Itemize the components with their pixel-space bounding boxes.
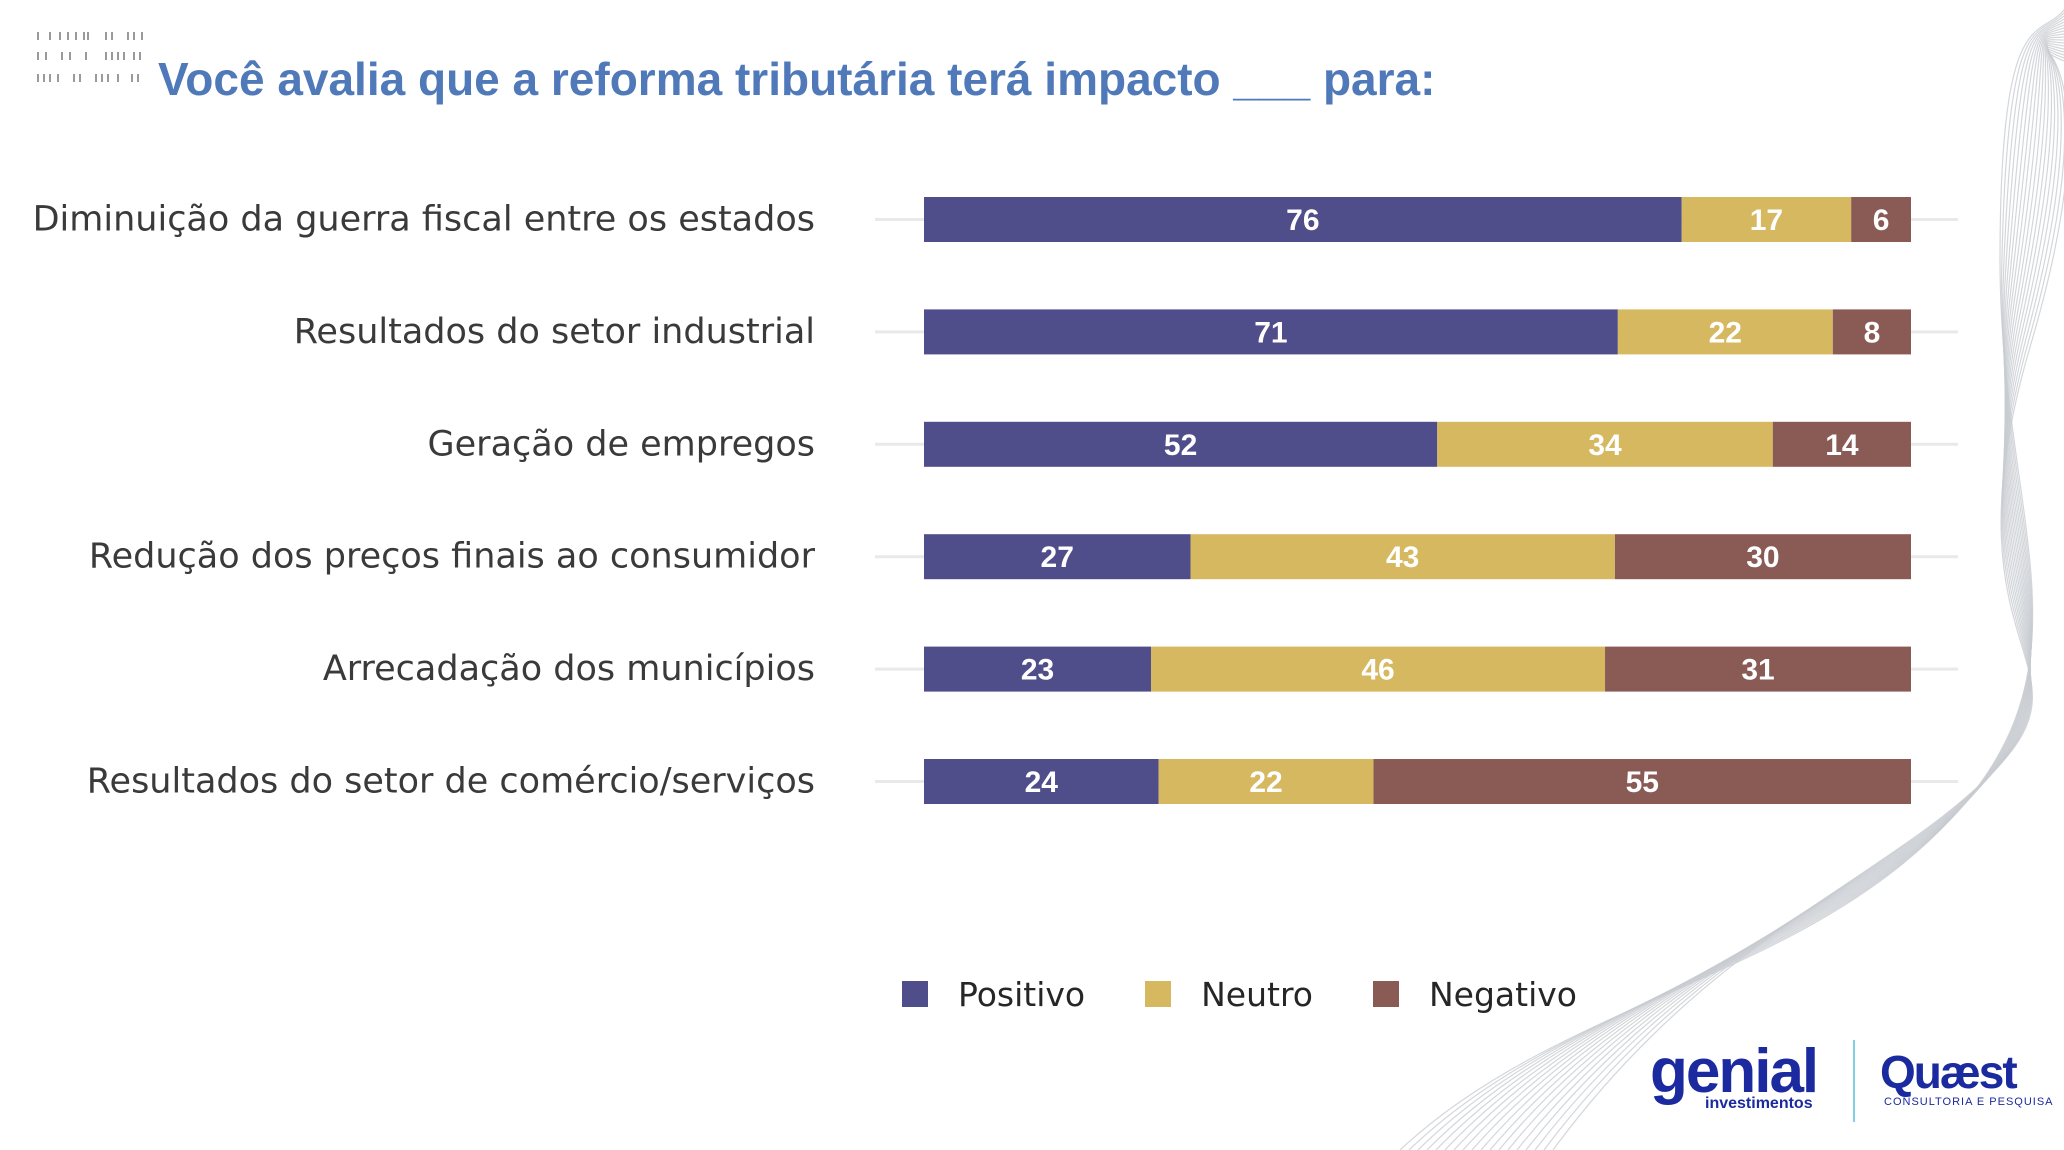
category-label: Resultados do setor de comércio/serviços	[87, 762, 815, 802]
data-label-negativo: 55	[1626, 766, 1659, 799]
genial-logo: genial investimentos	[1650, 1037, 1825, 1117]
decorative-dots	[37, 32, 143, 82]
legend-swatch	[1145, 981, 1172, 1007]
chart-legend: Positivo Neutro Negativo	[902, 972, 1637, 1016]
category-label: Diminuição da guerra fiscal entre os est…	[33, 200, 815, 240]
bar-segment-positivo	[924, 421, 1438, 467]
data-label-neutro: 17	[1750, 204, 1783, 237]
bar-segment-neutro	[1151, 646, 1606, 692]
bar-segment-negativo	[1605, 646, 1911, 692]
bar-segment-neutro	[1190, 534, 1615, 580]
data-label-positivo: 27	[1041, 541, 1074, 574]
data-label-neutro: 46	[1361, 654, 1394, 687]
bar-segment-negativo	[1373, 759, 1911, 804]
genial-logo-subtitle: investimentos	[1705, 1095, 1813, 1112]
data-label-positivo: 23	[1021, 654, 1054, 687]
data-label-negativo: 8	[1864, 316, 1881, 349]
data-label-positivo: 71	[1254, 316, 1287, 349]
bar-segment-neutro	[1158, 759, 1374, 804]
bar-segment-negativo	[1832, 309, 1911, 355]
legend-item-neutro: Neutro	[1145, 975, 1313, 1014]
bar-segment-positivo	[924, 759, 1159, 804]
legend-item-positivo: Positivo	[902, 975, 1085, 1014]
chart-title: Você avalia que a reforma tributária ter…	[158, 53, 1436, 105]
bar-segment-negativo	[1614, 534, 1911, 580]
legend-label: Negativo	[1428, 974, 1577, 1014]
category-label: Geração de empregos	[428, 424, 815, 464]
legend-swatch	[1372, 981, 1399, 1007]
data-label-neutro: 34	[1588, 429, 1622, 462]
data-label-neutro: 22	[1709, 316, 1742, 349]
legend-label: Positivo	[958, 974, 1086, 1014]
bar-segment-negativo	[1851, 197, 1911, 242]
bar-segment-positivo	[924, 197, 1682, 242]
legend-swatch	[902, 981, 928, 1007]
quaest-logo-word: Quæst	[1880, 1046, 2018, 1098]
data-label-neutro: 43	[1386, 541, 1419, 574]
data-label-positivo: 52	[1164, 429, 1197, 462]
category-label: Resultados do setor industrial	[294, 312, 815, 352]
data-label-positivo: 24	[1025, 766, 1059, 799]
legend-item-negativo: Negativo	[1372, 974, 1577, 1014]
bar-segment-negativo	[1772, 421, 1911, 467]
bar-segment-neutro	[1437, 421, 1773, 467]
quaest-logo-subtitle: CONSULTORIA E PESQUISA	[1884, 1096, 2054, 1108]
bar-segment-positivo	[924, 646, 1152, 692]
data-label-negativo: 6	[1873, 204, 1890, 237]
bar-segment-positivo	[924, 309, 1618, 355]
category-label: Redução dos preços finais ao consumidor	[89, 537, 816, 577]
data-label-negativo: 30	[1746, 541, 1779, 574]
quaest-logo: Quæst CONSULTORIA E PESQUISA	[1880, 1046, 2053, 1116]
data-label-positivo: 76	[1286, 204, 1319, 237]
logo-divider	[1853, 1040, 1855, 1122]
legend-label: Neutro	[1201, 974, 1313, 1014]
data-label-negativo: 31	[1741, 654, 1774, 687]
bar-segment-neutro	[1681, 197, 1852, 242]
bar-segment-neutro	[1617, 309, 1833, 355]
data-label-neutro: 22	[1249, 766, 1282, 799]
data-label-negativo: 14	[1825, 429, 1859, 462]
category-label: Arrecadação dos municípios	[323, 649, 815, 689]
genial-logo-word: genial	[1650, 1037, 1819, 1106]
bar-segment-positivo	[924, 534, 1191, 580]
